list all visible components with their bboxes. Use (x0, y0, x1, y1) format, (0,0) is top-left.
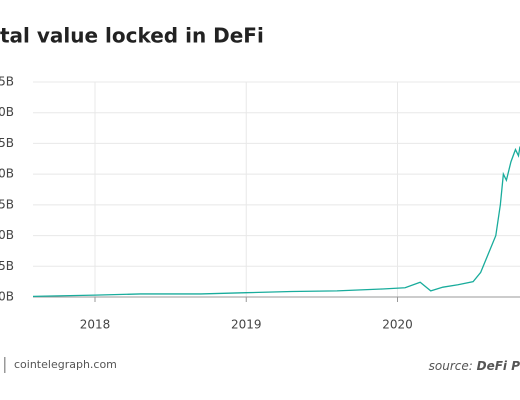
chart-title: tal value locked in DeFi (0, 24, 264, 48)
source-prefix: source: (429, 359, 477, 373)
x-tick-label: 2018 (80, 318, 111, 332)
footer-bar (4, 357, 6, 373)
y-tick-label: 5B (0, 136, 14, 150)
line (32, 146, 520, 298)
y-tick-label: 5B (0, 75, 14, 89)
y-tick-label: 0B (0, 105, 14, 119)
y-tick-label: 0B (0, 167, 14, 181)
y-tick-label: 0B (0, 228, 14, 242)
y-tick-label: 5B (0, 259, 14, 273)
footer-site: cointelegraph.com (14, 358, 117, 371)
y-tick-label: 0B (0, 290, 14, 304)
source-name: DeFi P (477, 359, 520, 373)
x-tick-label: 2019 (231, 318, 262, 332)
y-tick-label: 5B (0, 197, 14, 211)
x-tick-label: 2020 (382, 318, 413, 332)
source: source: DeFi P (429, 359, 520, 373)
